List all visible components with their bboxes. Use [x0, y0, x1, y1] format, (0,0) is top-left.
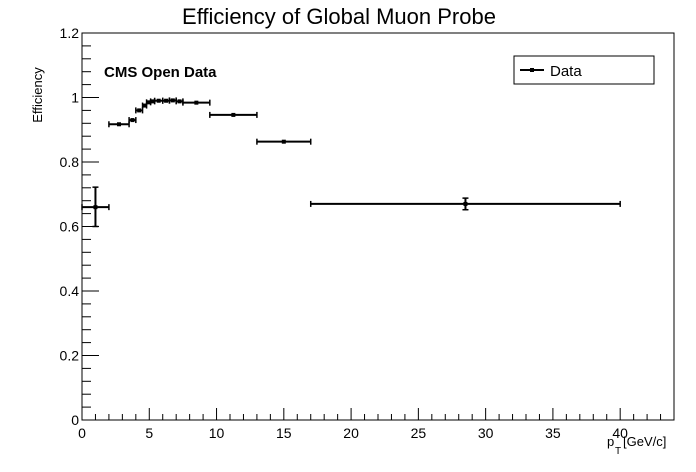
- data-marker: [150, 99, 155, 104]
- x-tick-label: 30: [478, 425, 494, 441]
- data-marker: [137, 108, 142, 113]
- data-point: [209, 111, 258, 118]
- x-tick-label: 40: [612, 425, 628, 441]
- data-point: [108, 121, 130, 128]
- y-tick-label: 0.4: [60, 283, 80, 299]
- data-point: [81, 186, 110, 228]
- plot-frame: [81, 32, 675, 421]
- x-axis-label: p T [GeV/c]: [607, 434, 666, 457]
- x-tick-label: 10: [209, 425, 225, 441]
- x-axis-label-unit: [GeV/c]: [623, 434, 666, 449]
- axis-ticks: [81, 32, 675, 421]
- y-tick-label: 0: [71, 412, 79, 428]
- y-tick-label: 1.2: [60, 25, 80, 41]
- legend-marker: [530, 68, 534, 72]
- legend-entry-data: Data: [550, 63, 582, 80]
- data-marker: [93, 205, 98, 210]
- y-tick-label: 1: [71, 90, 79, 106]
- x-tick-label: 35: [545, 425, 561, 441]
- data-point: [153, 97, 164, 104]
- plot-area-border: [81, 32, 675, 421]
- data-point: [135, 107, 144, 114]
- data-points: [81, 97, 621, 228]
- data-marker: [281, 139, 286, 144]
- x-tick-label: 5: [145, 425, 153, 441]
- data-point: [256, 138, 312, 145]
- data-marker: [142, 103, 147, 108]
- data-marker: [130, 118, 135, 123]
- data-point: [175, 98, 184, 105]
- data-marker: [146, 100, 151, 105]
- data-marker: [463, 201, 468, 206]
- cms-open-data-annotation: CMS Open Data: [104, 64, 217, 81]
- x-axis-label-subscript: T: [615, 446, 621, 457]
- data-marker: [156, 98, 161, 103]
- data-marker: [177, 99, 182, 104]
- chart-title: Efficiency of Global Muon Probe: [182, 4, 496, 29]
- x-tick-label: 0: [78, 425, 86, 441]
- data-marker: [231, 112, 236, 117]
- y-tick-label: 0.6: [60, 219, 80, 235]
- x-tick-label: 25: [411, 425, 427, 441]
- y-axis-label: Efficiency: [30, 67, 45, 123]
- data-point: [182, 99, 211, 106]
- data-marker: [164, 98, 169, 103]
- x-axis-label-main: p: [607, 434, 614, 449]
- y-tick-label: 0.8: [60, 154, 80, 170]
- data-marker: [170, 98, 175, 103]
- data-marker: [117, 122, 121, 127]
- y-tick-label: 0.2: [60, 348, 80, 364]
- tick-labels: 0 5 10 15 20 25 30 35 40 0 0.2 0.4 0.6 0.8 1 1.2: [60, 25, 629, 441]
- legend: Data: [513, 55, 655, 85]
- data-point: [128, 117, 137, 124]
- x-tick-label: 20: [343, 425, 359, 441]
- x-tick-label: 15: [276, 425, 292, 441]
- data-point: [309, 197, 621, 211]
- data-marker: [194, 100, 199, 105]
- data-point: [161, 97, 171, 104]
- data-point: [168, 97, 177, 104]
